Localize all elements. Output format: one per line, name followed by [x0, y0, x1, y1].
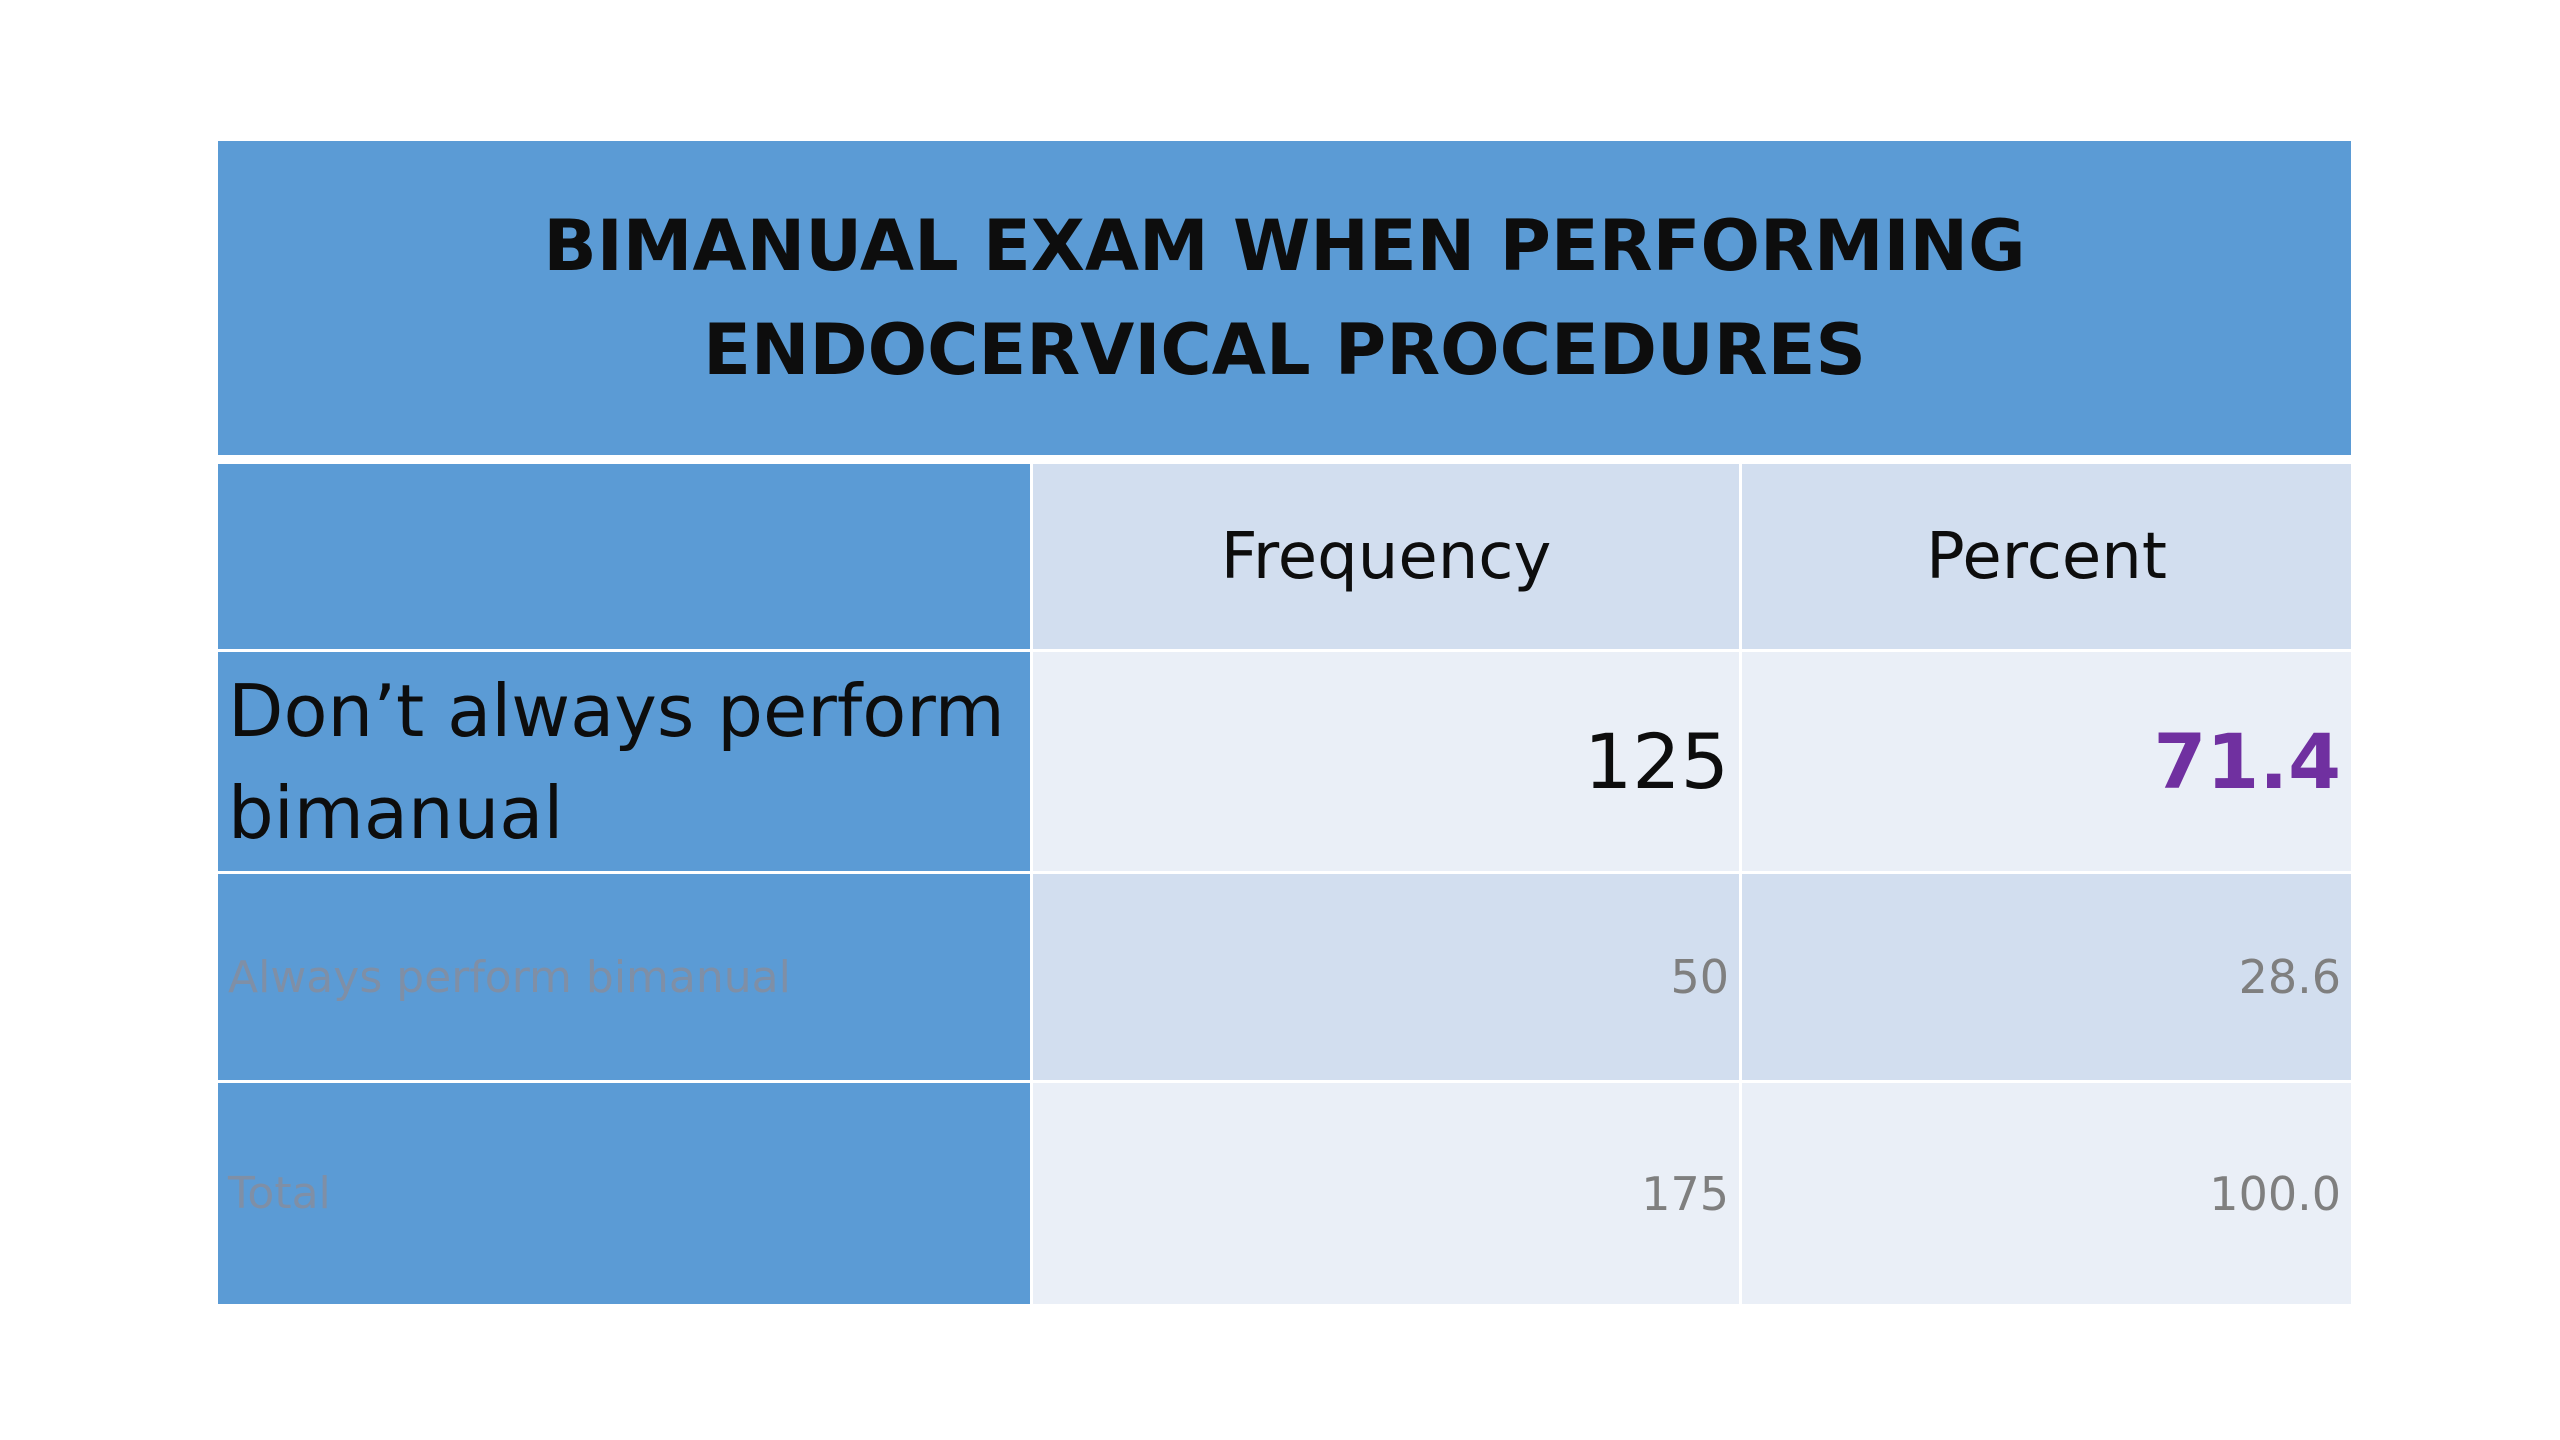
row-label-always: Always perform bimanual [218, 874, 1030, 1080]
frequency-cell: 50 [1033, 874, 1739, 1080]
row-label-text: Always perform bimanual [228, 951, 791, 1003]
percent-value-highlight: 71.4 [2153, 717, 2341, 806]
header-percent: Percent [1742, 464, 2351, 649]
frequency-value: 175 [1641, 1166, 1729, 1221]
table-title-band: BIMANUAL EXAM WHEN PERFORMING ENDOCERVIC… [218, 141, 2351, 455]
data-table: BIMANUAL EXAM WHEN PERFORMING ENDOCERVIC… [218, 141, 2351, 1304]
row-label-text: Don’t always perform bimanual [228, 668, 1005, 855]
percent-cell: 100.0 [1742, 1083, 2351, 1304]
row-label-text: Total [228, 1168, 331, 1219]
row-label-dont-always: Don’t always perform bimanual [218, 652, 1030, 871]
frequency-cell: 125 [1033, 652, 1739, 871]
header-percent-label: Percent [1926, 519, 2167, 594]
header-frequency: Frequency [1033, 464, 1739, 649]
frequency-value: 125 [1583, 717, 1729, 806]
header-blank-cell [218, 464, 1030, 649]
table-title: BIMANUAL EXAM WHEN PERFORMING ENDOCERVIC… [543, 205, 2026, 391]
row-label-total: Total [218, 1083, 1030, 1304]
header-frequency-label: Frequency [1220, 519, 1552, 594]
frequency-value: 50 [1670, 950, 1729, 1004]
frequency-cell: 175 [1033, 1083, 1739, 1304]
percent-value: 100.0 [2209, 1166, 2341, 1221]
table-grid: Frequency Percent Don’t always perform b… [218, 464, 2351, 1304]
percent-cell: 71.4 [1742, 652, 2351, 871]
percent-cell: 28.6 [1742, 874, 2351, 1080]
percent-value: 28.6 [2238, 950, 2341, 1004]
